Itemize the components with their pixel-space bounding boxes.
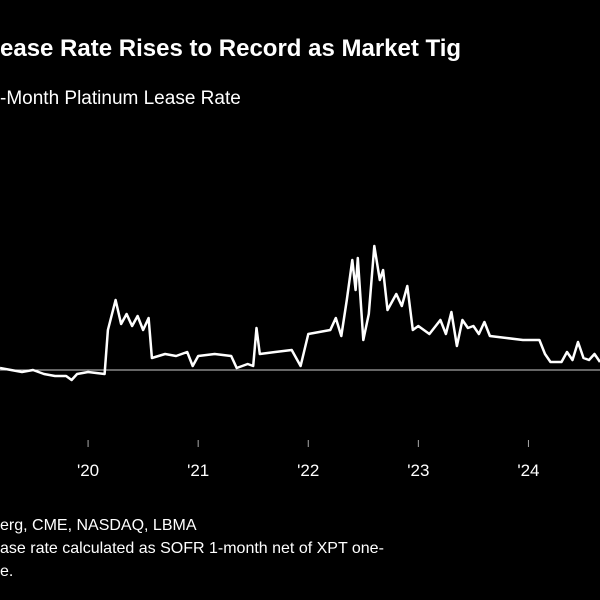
x-tick-label: '22 xyxy=(297,461,319,480)
source: erg, CME, NASDAQ, LBMA xyxy=(0,517,197,534)
note: e. xyxy=(0,563,13,580)
x-tick-label: '21 xyxy=(187,461,209,480)
chart-subtitle: -Month Platinum Lease Rate xyxy=(0,88,241,109)
chart-title: ease Rate Rises to Record as Market Tig xyxy=(0,35,461,62)
data-line xyxy=(0,244,600,382)
x-tick-label: '24 xyxy=(517,461,539,480)
x-tick-label: '23 xyxy=(407,461,429,480)
note: ase rate calculated as SOFR 1-month net … xyxy=(0,540,384,557)
x-tick-label: '20 xyxy=(77,461,99,480)
